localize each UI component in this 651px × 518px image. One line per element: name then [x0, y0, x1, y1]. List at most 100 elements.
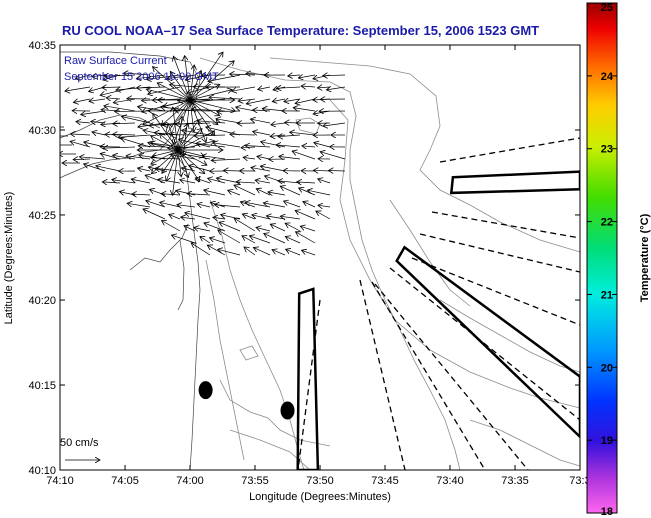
current-vector-56	[124, 73, 151, 75]
colorbar-tick-label-5: 23	[601, 144, 613, 156]
current-vector-205	[223, 171, 241, 172]
y-tick-label-3: 40:25	[28, 210, 56, 222]
current-vector-256	[169, 214, 181, 220]
scale-label: 50 cm/s	[60, 437, 99, 449]
x-axis-ticks: 74:10 74:05 74:00 73:55 73:50 73:45 73:40 73:35…	[46, 45, 591, 487]
current-vector-267	[162, 221, 181, 232]
current-vector-203	[189, 166, 211, 172]
current-vector-33	[173, 149, 179, 195]
current-vector-46	[177, 116, 182, 151]
current-vector-222	[236, 182, 256, 183]
current-vector-233	[187, 194, 211, 195]
y-tick-label-1: 40:15	[28, 380, 56, 392]
colorbar-tick-label-4: 22	[601, 217, 613, 229]
current-vector-141	[323, 123, 346, 126]
current-vector-49	[177, 129, 202, 151]
map-background	[60, 45, 580, 470]
current-vector-281	[242, 236, 256, 244]
current-vector-223	[255, 180, 271, 183]
scale-legend: 50 cm/s	[60, 437, 100, 460]
current-vector-100	[246, 98, 271, 104]
annotation-line1: Raw Surface Current	[64, 55, 167, 67]
current-vector-226	[297, 182, 316, 183]
box-vertical	[296, 287, 320, 470]
current-vector-127	[113, 123, 136, 124]
current-vector-164	[121, 138, 151, 148]
x-tick-label-0: 74:10	[46, 475, 74, 487]
current-vector-265	[295, 210, 316, 220]
current-vector-239	[280, 186, 301, 196]
current-vector-193	[292, 151, 316, 160]
current-vector-292	[286, 249, 301, 256]
current-vector-150	[182, 130, 211, 136]
coverage-boxes	[296, 170, 580, 470]
current-vector-197	[96, 166, 121, 172]
colorbar-label: Temperature (°C)	[639, 213, 651, 302]
current-vector-196	[84, 164, 106, 172]
current-vector-6	[189, 99, 194, 132]
current-vector-167	[168, 147, 196, 148]
current-vector-55	[104, 75, 136, 76]
y-tick-label-0: 40:10	[28, 465, 56, 477]
current-vector-169	[196, 143, 226, 148]
current-vector-184	[151, 158, 181, 159]
current-vector-77	[169, 85, 196, 87]
current-vector-90	[106, 98, 121, 99]
current-vector-218	[180, 180, 196, 183]
current-vector-42	[159, 134, 179, 151]
current-vector-176	[314, 143, 331, 148]
current-vector-94	[152, 99, 181, 100]
current-vector-85	[301, 86, 316, 87]
current-vector-11	[143, 99, 191, 125]
current-vector-172	[245, 146, 271, 148]
figure-title: RU COOL NOAA–17 Sea Surface Temperature:…	[62, 23, 539, 38]
current-vector-257	[181, 217, 196, 219]
x-tick-label-4: 73:50	[306, 475, 334, 487]
current-vector-258	[185, 213, 211, 220]
current-vector-283	[264, 233, 286, 244]
current-vector-290	[253, 248, 271, 256]
current-vector-62	[208, 74, 241, 81]
current-vector-269	[194, 228, 211, 232]
buoy-a	[198, 381, 213, 400]
current-vector-280	[218, 230, 241, 244]
current-vector-192	[279, 156, 301, 159]
current-vector-288	[218, 249, 241, 256]
colorbar-tick-label-0: 18	[601, 506, 613, 518]
current-vector-136	[250, 119, 271, 124]
current-vector-253	[303, 202, 316, 208]
x-tick-label-5: 73:45	[371, 475, 399, 487]
current-vector-252	[284, 201, 301, 208]
current-vector-229	[132, 194, 151, 195]
current-vector-76	[148, 86, 181, 94]
current-vector-248	[214, 205, 241, 207]
current-vector-238	[268, 192, 286, 195]
y-tick-label-4: 40:30	[28, 125, 56, 137]
current-vector-121	[293, 108, 316, 112]
annotation-line2: September 15 2006 16:00 GMT	[64, 71, 219, 83]
x-tick-label-1: 74:05	[111, 475, 139, 487]
current-vector-101	[272, 99, 286, 102]
surface-current-vectors	[60, 52, 346, 256]
current-vector-242	[127, 203, 151, 208]
current-vector-291	[272, 250, 286, 256]
current-vector-75	[136, 87, 166, 88]
current-vector-235	[228, 190, 241, 196]
current-vector-241	[307, 190, 331, 196]
current-vector-137	[271, 123, 286, 125]
current-vector-70	[65, 86, 91, 91]
colorbar-gradient	[586, 2, 618, 514]
current-vector-156	[278, 135, 301, 137]
current-vector-276	[300, 226, 316, 232]
current-vector-285	[296, 232, 316, 244]
colorbar-tick-label-7: 25	[601, 2, 613, 14]
current-vector-15	[157, 83, 191, 101]
colorbar-ticks: 18 19 20 21 22 23 24 25	[587, 2, 617, 518]
current-vector-87	[326, 87, 346, 90]
x-tick-label-7: 73:35	[501, 475, 529, 487]
current-vector-45	[173, 107, 179, 151]
x-tick-label-8: 73:3	[569, 475, 590, 487]
current-vector-53	[92, 75, 106, 77]
current-vector-98	[209, 97, 241, 99]
